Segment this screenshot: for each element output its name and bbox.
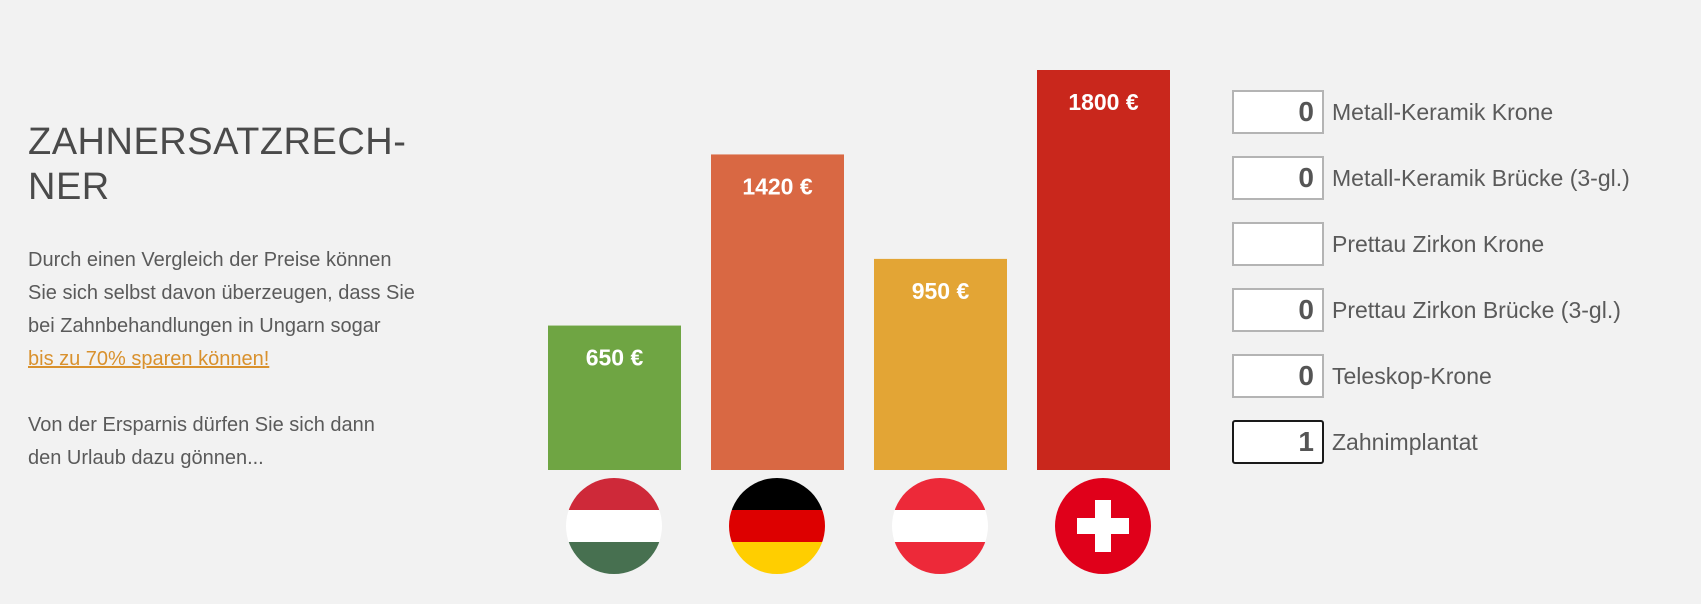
calculator-item-label: Zahnimplantat — [1332, 428, 1478, 455]
intro-line: Von der Ersparnis dürfen Sie sich dann — [28, 414, 375, 436]
cost-calculator: Metall-Keramik Krone Metall-Keramik Brüc… — [1232, 88, 1692, 484]
page-title: ZAHNERSATZRECH- NER — [28, 120, 478, 210]
calculator-row: Zahnimplantat — [1232, 418, 1692, 466]
flag-stripe-top — [729, 478, 825, 510]
calculator-row: Metall-Keramik Brücke (3-gl.) — [1232, 154, 1692, 202]
flag-stripe-middle — [729, 509, 825, 543]
calculator-row: Metall-Keramik Krone — [1232, 88, 1692, 136]
calculator-item-label: Metall-Keramik Krone — [1332, 98, 1554, 125]
intro-line: den Urlaub dazu gönnen... — [28, 447, 264, 469]
prettau-zirkon-krone-input[interactable] — [1232, 222, 1324, 266]
intro-line: Sie sich selbst davon überzeugen, dass S… — [28, 282, 415, 304]
intro-line: Durch einen Vergleich der Preise können — [28, 249, 392, 271]
calculator-item-label: Teleskop-Krone — [1332, 362, 1492, 389]
bar-value-label: 1800 € — [1068, 89, 1139, 115]
calculator-row: Teleskop-Krone — [1232, 352, 1692, 400]
bar-österreich — [874, 258, 1007, 470]
calculator-item-label: Prettau Zirkon Krone — [1332, 230, 1545, 257]
switzerland-flag-icon — [1055, 478, 1151, 574]
savings-link[interactable]: bis zu 70% sparen können! — [28, 348, 270, 370]
bar-value-label: 1420 € — [742, 173, 813, 199]
price-comparison-chart: 650 € 1420 € 950 € 1800 € — [548, 60, 1176, 600]
flag-stripe-top — [566, 478, 662, 510]
prettau-zirkon-bruecke-input[interactable] — [1232, 288, 1324, 332]
bar-schweiz — [1037, 70, 1170, 470]
intro-text: Durch einen Vergleich der Preise können … — [28, 244, 478, 475]
swiss-cross-icon — [1055, 478, 1151, 574]
hungary-flag-icon — [566, 478, 662, 574]
bar-value-label: 950 € — [912, 278, 970, 304]
page-title-line2: NER — [28, 166, 110, 208]
metall-keramik-bruecke-input[interactable] — [1232, 156, 1324, 200]
flag-stripe-top — [892, 478, 988, 510]
intro-section: ZAHNERSATZRECH- NER Durch einen Vergleic… — [28, 120, 478, 475]
zahnimplantat-input[interactable] — [1232, 420, 1324, 464]
intro-line: bei Zahnbehandlungen in Ungarn sogar — [28, 315, 381, 337]
flag-stripe-bottom — [566, 542, 662, 574]
bar-chart-svg: 650 € 1420 € 950 € 1800 € — [548, 70, 1170, 470]
flag-stripe-bottom — [892, 542, 988, 574]
calculator-row: Prettau Zirkon Brücke (3-gl.) — [1232, 286, 1692, 334]
metall-keramik-krone-input[interactable] — [1232, 90, 1324, 134]
austria-flag-icon — [892, 478, 988, 574]
bar-deutschland — [711, 154, 844, 470]
calculator-item-label: Metall-Keramik Brücke (3-gl.) — [1332, 164, 1630, 191]
teleskop-krone-input[interactable] — [1232, 354, 1324, 398]
flag-stripe-bottom — [729, 542, 825, 574]
page-title-line1: ZAHNERSATZRECH- — [28, 121, 407, 163]
flag-stripe-middle — [566, 509, 662, 543]
bar-value-label: 650 € — [586, 345, 644, 371]
flag-stripe-middle — [892, 509, 988, 543]
germany-flag-icon — [729, 478, 825, 574]
bar-ungarn — [548, 325, 681, 470]
calculator-item-label: Prettau Zirkon Brücke (3-gl.) — [1332, 296, 1621, 323]
calculator-row: Prettau Zirkon Krone — [1232, 220, 1692, 268]
